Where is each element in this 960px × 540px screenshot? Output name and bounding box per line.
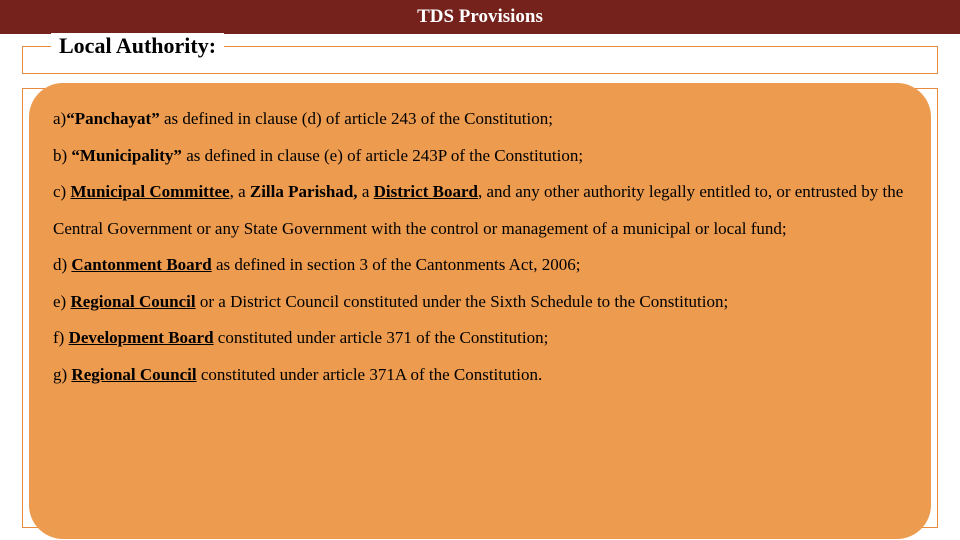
item-c-term3: District Board	[374, 182, 478, 201]
item-g-term: Regional Council	[71, 365, 196, 384]
header-title: TDS Provisions	[417, 6, 543, 28]
item-b-text: as defined in clause (e) of article 243P…	[182, 146, 583, 165]
item-a-prefix: a)	[53, 109, 66, 128]
definition-list: a)“Panchayat” as defined in clause (d) o…	[53, 101, 907, 393]
item-f-prefix: f)	[53, 328, 69, 347]
item-b-term: “Municipality”	[71, 146, 182, 165]
item-c-mid1: , a	[230, 182, 250, 201]
section-title: Local Authority:	[51, 33, 224, 59]
item-d-prefix: d)	[53, 255, 71, 274]
item-e-prefix: e)	[53, 292, 70, 311]
item-g-text: constituted under article 371A of the Co…	[197, 365, 543, 384]
item-f-text: constituted under article 371 of the Con…	[214, 328, 549, 347]
item-a-term: “Panchayat”	[66, 109, 160, 128]
header-bar: TDS Provisions	[0, 0, 960, 34]
item-c-prefix: c)	[53, 182, 70, 201]
section-title-frame: Local Authority:	[22, 46, 938, 74]
item-f-term: Development Board	[69, 328, 214, 347]
item-e-term: Regional Council	[70, 292, 195, 311]
content-box: a)“Panchayat” as defined in clause (d) o…	[29, 83, 931, 539]
item-d-term: Cantonment Board	[71, 255, 211, 274]
item-d-text: as defined in section 3 of the Cantonmen…	[212, 255, 581, 274]
item-c-mid2: a	[358, 182, 374, 201]
item-a-text: as defined in clause (d) of article 243 …	[160, 109, 553, 128]
item-c-term2: Zilla Parishad,	[250, 182, 358, 201]
content-frame: a)“Panchayat” as defined in clause (d) o…	[22, 88, 938, 528]
item-b-prefix: b)	[53, 146, 71, 165]
item-c-term1: Municipal Committee	[70, 182, 229, 201]
item-e-text: or a District Council constituted under …	[196, 292, 729, 311]
item-g-prefix: g)	[53, 365, 71, 384]
